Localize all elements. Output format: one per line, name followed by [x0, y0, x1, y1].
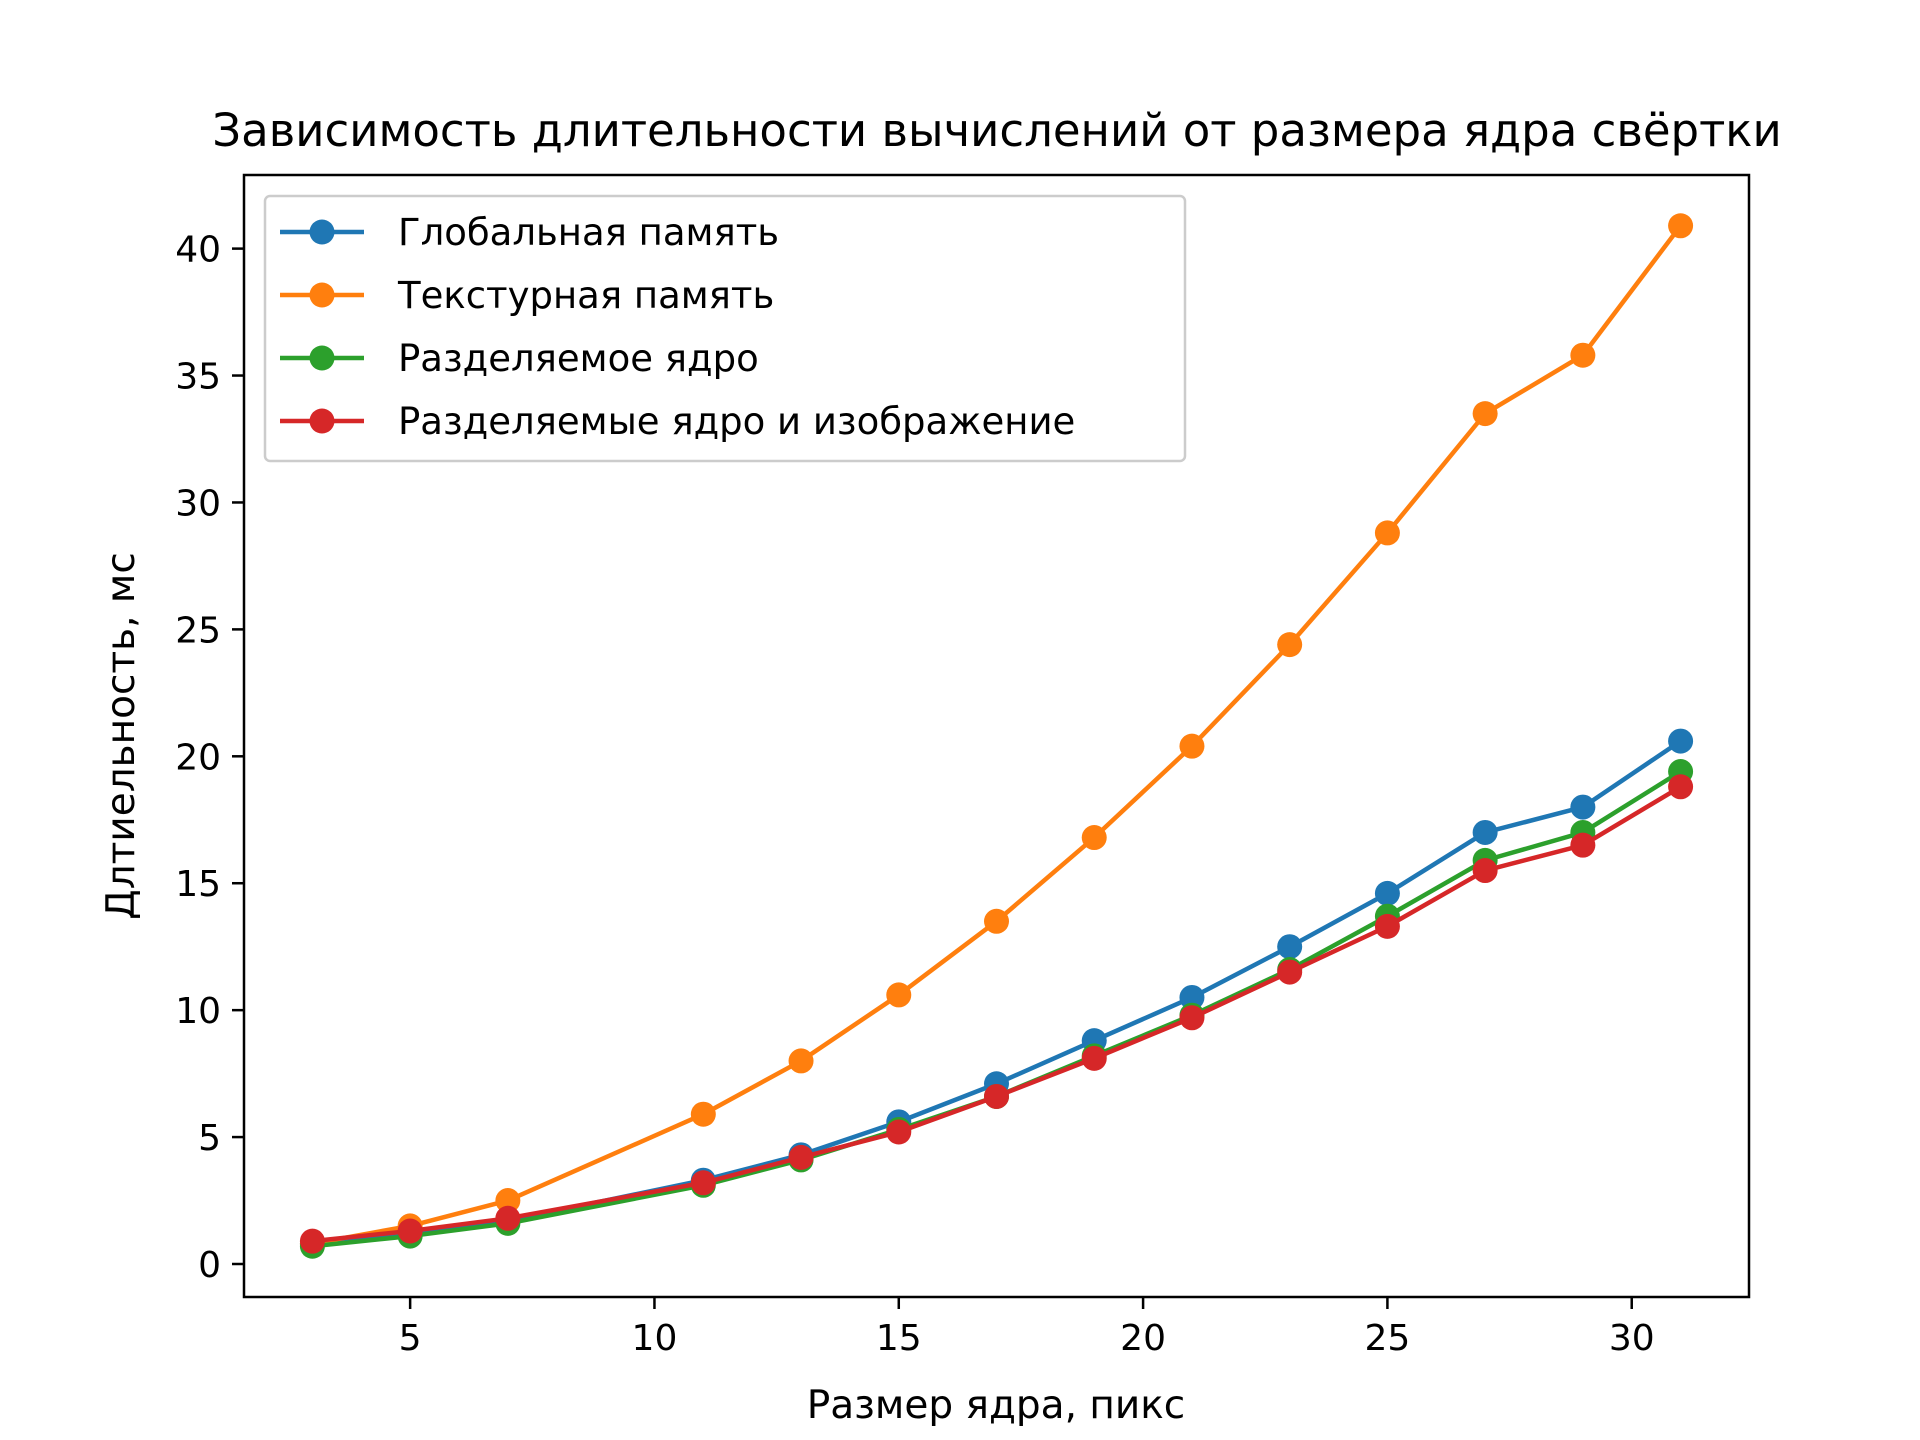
y-tick-label: 40	[175, 230, 221, 271]
series-4	[299, 774, 1694, 1254]
data-point	[1179, 733, 1205, 759]
data-point	[495, 1205, 521, 1231]
data-point	[1081, 1045, 1107, 1071]
data-point	[886, 1119, 912, 1145]
legend-box	[263, 194, 1187, 463]
data-point	[397, 1218, 423, 1244]
data-point	[1374, 880, 1400, 906]
legend-label: Глобальная память	[398, 211, 779, 254]
data-point	[495, 1188, 521, 1214]
data-point	[1570, 342, 1596, 368]
y-tick-label: 5	[198, 1118, 221, 1159]
data-point	[984, 1083, 1009, 1109]
data-point	[1668, 774, 1694, 800]
legend-marker	[309, 345, 335, 371]
data-point	[1179, 1005, 1205, 1031]
data-point	[1472, 401, 1498, 427]
legend-label: Разделяемые ядро и изображение	[398, 400, 1075, 443]
x-tick-label: 5	[399, 1318, 422, 1359]
data-point	[984, 908, 1009, 934]
y-tick-label: 15	[175, 864, 221, 905]
data-point	[1277, 934, 1303, 960]
legend-item: Разделяемое ядро	[280, 337, 759, 380]
data-point	[788, 1048, 814, 1074]
data-point	[1472, 858, 1498, 884]
plot-area	[299, 213, 1694, 1259]
chart-title: Зависимость длительности вычислений от р…	[212, 104, 1781, 157]
data-point	[1277, 632, 1303, 658]
legend-marker	[309, 282, 335, 308]
data-point	[886, 982, 912, 1008]
data-point	[690, 1101, 716, 1127]
data-point	[1668, 728, 1694, 754]
y-tick-label: 35	[175, 357, 221, 398]
data-point	[690, 1170, 716, 1196]
series-line	[312, 224, 1683, 1246]
legend-label: Разделяемое ядро	[398, 337, 759, 380]
legend-item: Текстурная память	[280, 274, 774, 317]
x-tick-label: 25	[1365, 1318, 1411, 1359]
y-tick-label: 25	[175, 610, 221, 651]
legend-item: Разделяемые ядро и изображение	[280, 400, 1075, 443]
x-tick-label: 20	[1120, 1318, 1166, 1359]
data-point	[1374, 913, 1400, 939]
data-point	[299, 1228, 325, 1254]
y-axis-label: Длтиельность, мс	[99, 552, 144, 920]
data-point	[1179, 984, 1205, 1010]
legend: Глобальная память Текстурная память Раздел…	[263, 194, 1187, 463]
data-point	[1668, 213, 1694, 239]
y-tick-label: 0	[198, 1245, 221, 1286]
data-point	[1277, 959, 1303, 985]
legend-marker	[309, 408, 335, 434]
series-line	[312, 784, 1682, 1244]
axes-frame	[242, 173, 1751, 1299]
data-point	[1472, 819, 1498, 845]
legend-item: Глобальная память	[280, 211, 779, 254]
data-point	[1081, 825, 1107, 851]
x-tick-label: 15	[876, 1318, 922, 1359]
legend-label: Текстурная память	[397, 274, 774, 317]
y-tick-label: 30	[175, 483, 221, 524]
y-tick-label: 20	[175, 737, 221, 778]
y-tick-label: 10	[175, 991, 221, 1032]
axis-ticks: 5 10 15 20 25 30 0 5 10 15 20 25 30 35 40	[175, 230, 1654, 1359]
data-point	[1570, 794, 1596, 820]
x-axis-label: Размер ядра, пикс	[807, 1383, 1185, 1428]
x-tick-label: 30	[1609, 1318, 1655, 1359]
data-point	[1374, 520, 1400, 546]
data-point	[1570, 832, 1596, 858]
data-point	[788, 1144, 814, 1170]
x-tick-label: 10	[632, 1318, 678, 1359]
legend-marker	[309, 219, 335, 245]
